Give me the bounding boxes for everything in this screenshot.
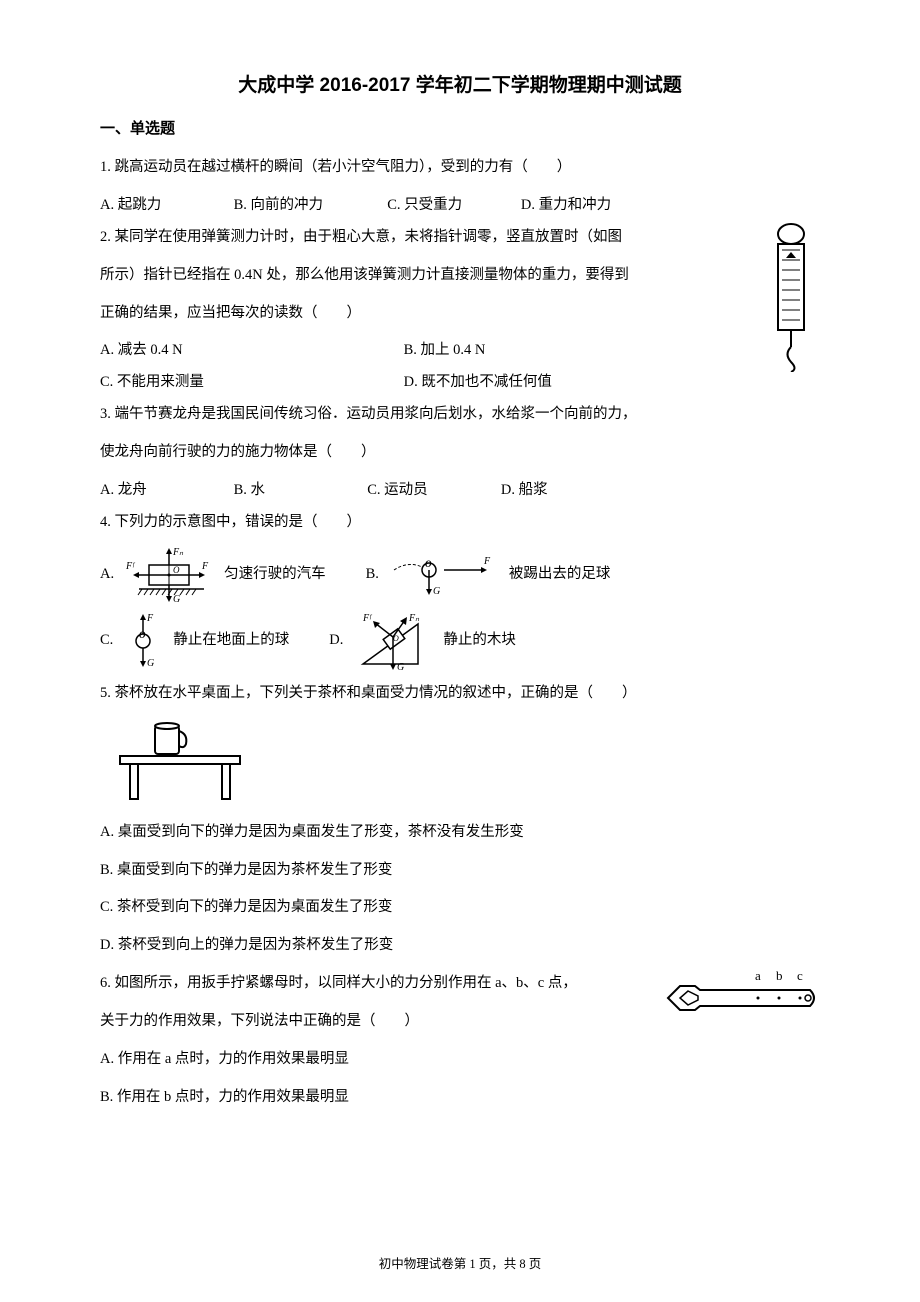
- q2-opt-D: D. 既不加也不减任何值: [404, 367, 704, 399]
- question-6-line1: 6. 如图所示，用扳手拧紧螺母时，以同样大小的力分别作用在 a、b、c 点，: [100, 968, 700, 1000]
- q2-opt-A: A. 减去 0.4 N: [100, 335, 400, 367]
- q1-opt-B: B. 向前的冲力: [234, 190, 384, 222]
- q3-opt-D: D. 船浆: [501, 475, 548, 507]
- svg-text:b: b: [776, 968, 783, 983]
- q4-diagram-D: O Fᶠ Fₙ G: [353, 609, 433, 674]
- question-1-options: A. 起跳力 B. 向前的冲力 C. 只受重力 D. 重力和冲力: [100, 190, 820, 222]
- q6-opt-A: A. 作用在 a 点时，力的作用效果最明显: [100, 1044, 820, 1076]
- question-5: 5. 茶杯放在水平桌面上，下列关于茶杯和桌面受力情况的叙述中，正确的是（ ）: [100, 678, 820, 710]
- q1-opt-D: D. 重力和冲力: [521, 190, 611, 222]
- question-3-line2: 使龙舟向前行驶的力的施力物体是（ ）: [100, 437, 820, 469]
- svg-text:Fₙ: Fₙ: [408, 613, 420, 624]
- question-2-line3: 正确的结果，应当把每次的读数（ ）: [100, 298, 700, 330]
- svg-text:G: G: [433, 586, 440, 597]
- q4-opt-D-desc: 静止的木块: [443, 625, 516, 657]
- svg-text:O: O: [425, 559, 432, 569]
- q5-opt-B: B. 桌面受到向下的弹力是因为茶杯发生了形变: [100, 855, 820, 887]
- q4-opt-A-label: A.: [100, 559, 114, 591]
- question-4: 4. 下列力的示意图中，错误的是（ ）: [100, 507, 820, 539]
- section-heading: 一、单选题: [100, 117, 820, 138]
- q4-diagram-B: O G F: [389, 550, 499, 600]
- svg-text:G: G: [173, 594, 180, 605]
- q4-opt-B-desc: 被踢出去的足球: [509, 559, 611, 591]
- q3-opt-A: A. 龙舟: [100, 475, 230, 507]
- svg-text:c: c: [797, 968, 803, 983]
- q4-diagram-C: O F G: [123, 611, 163, 671]
- q1-opt-A: A. 起跳力: [100, 190, 230, 222]
- q5-opt-C: C. 茶杯受到向下的弹力是因为桌面发生了形变: [100, 892, 820, 924]
- q4-opt-D-label: D.: [329, 625, 343, 657]
- svg-text:Fᶠ: Fᶠ: [125, 561, 136, 572]
- question-2-options-row1: A. 减去 0.4 N B. 加上 0.4 N: [100, 335, 820, 367]
- svg-text:Fᶠ: Fᶠ: [362, 613, 373, 624]
- q5-opt-D: D. 茶杯受到向上的弹力是因为茶杯发生了形变: [100, 930, 820, 962]
- question-2-line1: 2. 某同学在使用弹簧测力计时，由于粗心大意，未将指针调零，竖直放置时（如图: [100, 222, 700, 254]
- q1-opt-C: C. 只受重力: [387, 190, 517, 222]
- q4-opt-B-label: B.: [366, 559, 379, 591]
- q5-figure: [100, 716, 820, 811]
- question-2-line2: 所示）指针已经指在 0.4N 处，那么他用该弹簧测力计直接测量物体的重力，要得到: [100, 260, 700, 292]
- q2-opt-B: B. 加上 0.4 N: [404, 335, 704, 367]
- svg-text:a: a: [755, 968, 761, 983]
- q6-opt-B: B. 作用在 b 点时，力的作用效果最明显: [100, 1082, 820, 1114]
- q2-opt-C: C. 不能用来测量: [100, 367, 400, 399]
- svg-text:G: G: [147, 658, 154, 669]
- page-footer: 初中物理试卷第 1 页，共 8 页: [100, 1253, 820, 1272]
- question-2-options-row2: C. 不能用来测量 D. 既不加也不减任何值: [100, 367, 820, 399]
- svg-text:F: F: [201, 561, 209, 572]
- svg-text:F: F: [483, 556, 491, 567]
- q5-opt-A: A. 桌面受到向下的弹力是因为桌面发生了形变，茶杯没有发生形变: [100, 817, 820, 849]
- svg-text:F: F: [146, 613, 154, 624]
- wrench-figure: a b c: [660, 968, 820, 1023]
- question-1: 1. 跳高运动员在越过横杆的瞬间（若小汁空气阻力），受到的力有（ ）: [100, 152, 820, 184]
- spring-scale-figure: [762, 222, 820, 372]
- q3-opt-C: C. 运动员: [367, 475, 497, 507]
- q4-opt-A-desc: 匀速行驶的汽车: [224, 559, 326, 591]
- question-3-options: A. 龙舟 B. 水 C. 运动员 D. 船浆: [100, 475, 820, 507]
- q4-diagram-A: Fₙ G F Fᶠ O: [124, 545, 214, 605]
- exam-title: 大成中学 2016-2017 学年初二下学期物理期中测试题: [100, 70, 820, 97]
- svg-text:Fₙ: Fₙ: [172, 547, 184, 558]
- q4-opt-C-label: C.: [100, 625, 113, 657]
- q3-opt-B: B. 水: [234, 475, 364, 507]
- question-6-line2: 关于力的作用效果，下列说法中正确的是（ ）: [100, 1006, 700, 1038]
- svg-text:G: G: [397, 662, 404, 673]
- q4-opt-C-desc: 静止在地面上的球: [173, 625, 289, 657]
- question-3-line1: 3. 端午节赛龙舟是我国民间传统习俗．运动员用浆向后划水，水给浆一个向前的力，: [100, 399, 820, 431]
- svg-text:O: O: [173, 565, 180, 575]
